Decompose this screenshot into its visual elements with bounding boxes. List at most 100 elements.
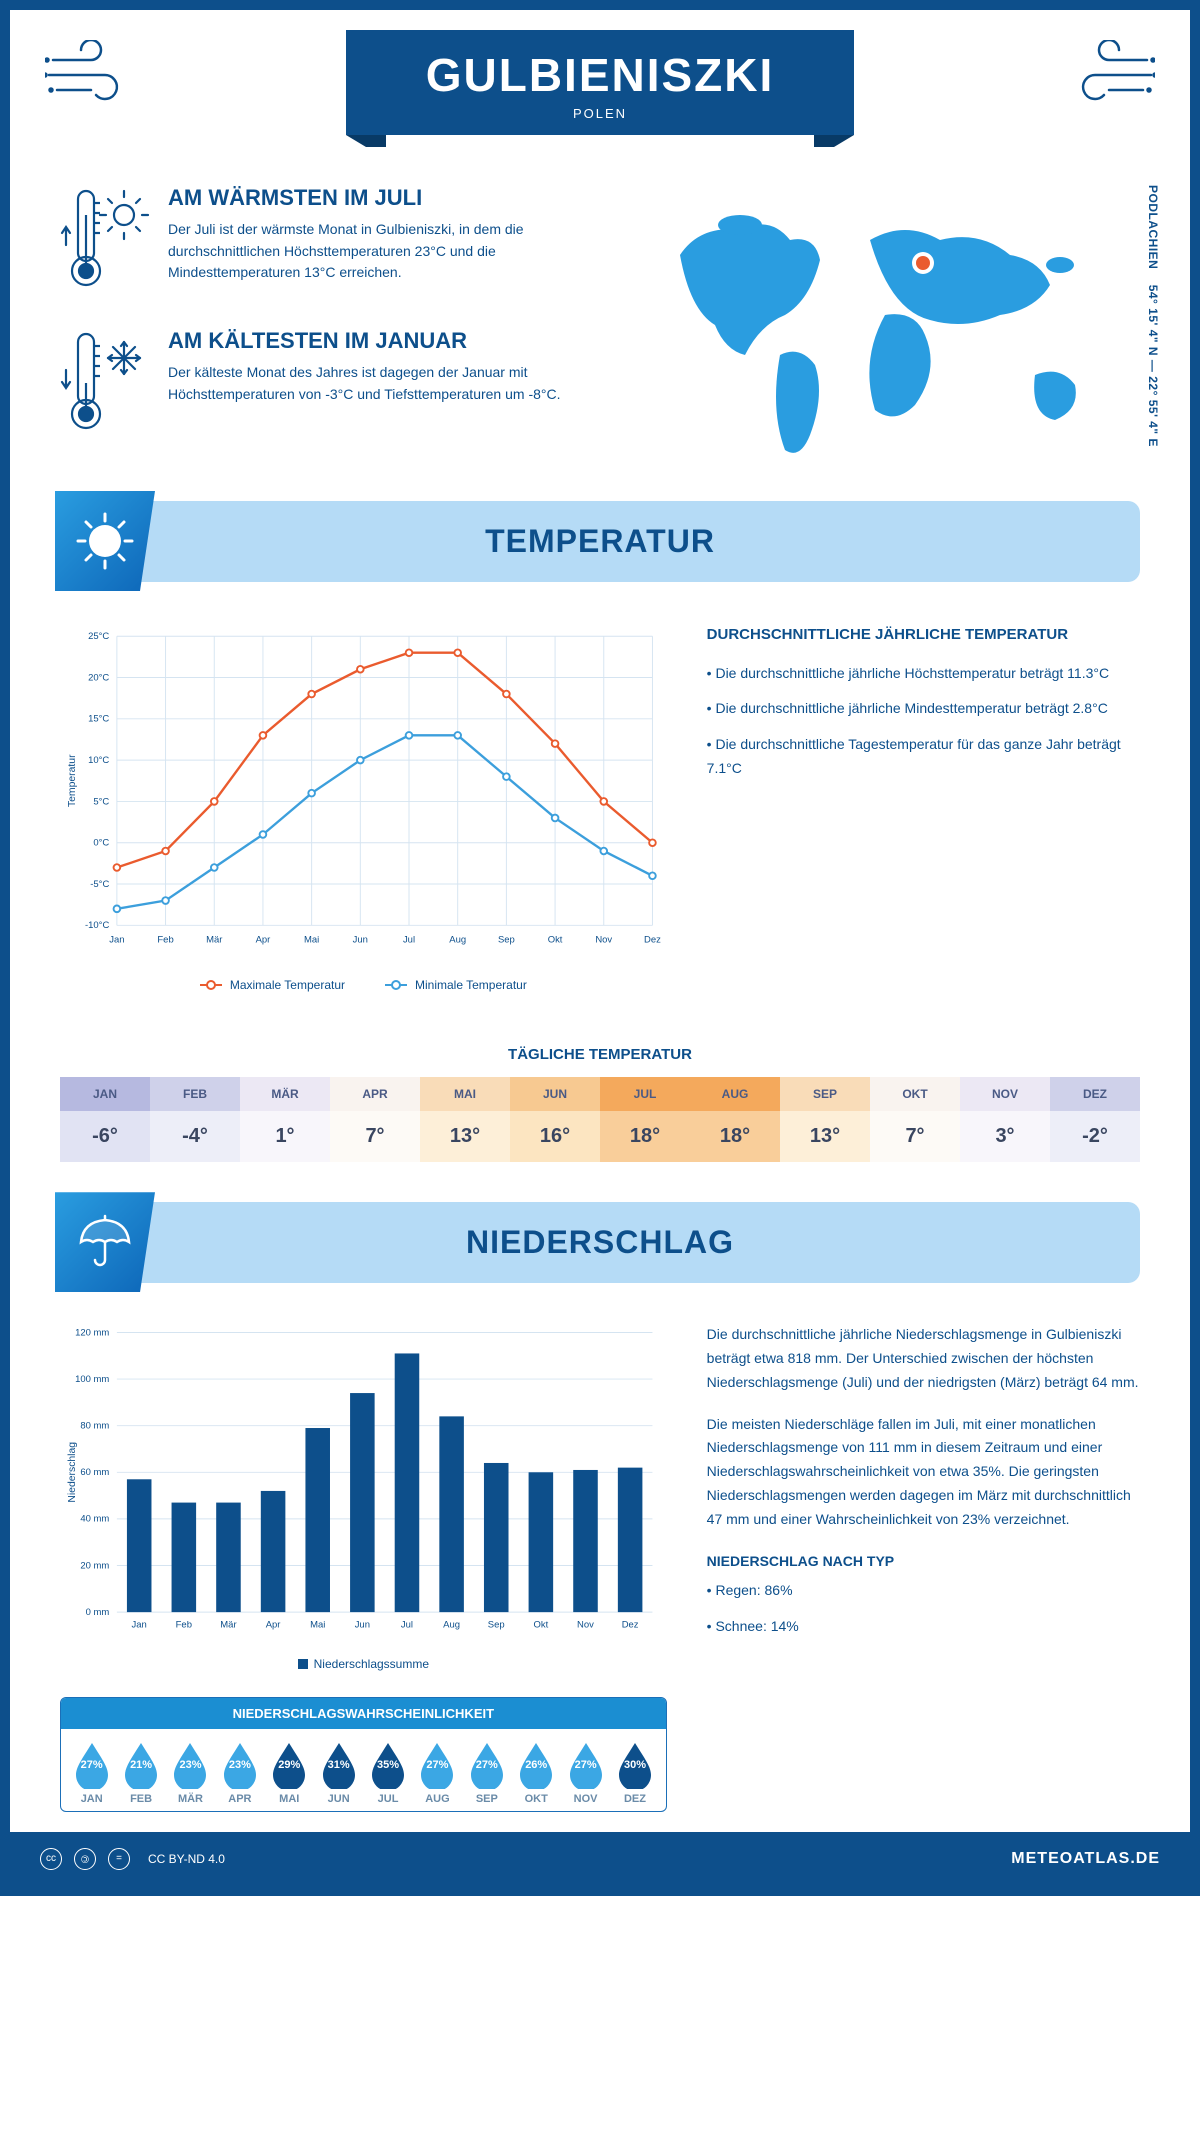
overview-section: AM WÄRMSTEN IM JULI Der Juli ist der wär… — [10, 165, 1190, 501]
precipitation-info: Die durchschnittliche jährliche Niedersc… — [707, 1323, 1140, 1811]
raindrop-icon: 23% — [170, 1741, 210, 1789]
raindrop-icon: 30% — [615, 1741, 655, 1789]
daily-temp-cell: NOV 3° — [960, 1077, 1050, 1162]
svg-text:15°C: 15°C — [88, 714, 109, 725]
raindrop-icon: 27% — [467, 1741, 507, 1789]
temp-chart-legend: Maximale Temperatur Minimale Temperatur — [60, 978, 667, 992]
coldest-title: AM KÄLTESTEN IM JANUAR — [168, 328, 610, 354]
daily-temp-cell: APR 7° — [330, 1077, 420, 1162]
precip-probability-cell: 23% MÄR — [166, 1741, 215, 1805]
daily-temp-cell: AUG 18° — [690, 1077, 780, 1162]
license-label: CC BY-ND 4.0 — [148, 1852, 225, 1866]
svg-text:Mai: Mai — [310, 1620, 325, 1631]
daily-temp-cell: FEB -4° — [150, 1077, 240, 1162]
raindrop-icon: 27% — [566, 1741, 606, 1789]
raindrop-icon: 35% — [368, 1741, 408, 1789]
umbrella-icon — [55, 1192, 155, 1292]
precip-chart-legend: Niederschlagssumme — [60, 1657, 667, 1671]
precip-probability-cell: 27% JAN — [67, 1741, 116, 1805]
svg-text:Aug: Aug — [443, 1620, 460, 1631]
thermometer-sun-icon — [60, 185, 150, 300]
warmest-title: AM WÄRMSTEN IM JULI — [168, 185, 610, 211]
daily-temp-cell: JAN -6° — [60, 1077, 150, 1162]
precip-probability-cell: 26% OKT — [512, 1741, 561, 1805]
precip-probability-cell: 31% JUN — [314, 1741, 363, 1805]
wind-decoration-icon — [1055, 40, 1155, 115]
raindrop-icon: 29% — [269, 1741, 309, 1789]
page-subtitle: POLEN — [426, 106, 775, 121]
precip-probability-cell: 23% APR — [215, 1741, 264, 1805]
temperature-info: DURCHSCHNITTLICHE JÄHRLICHE TEMPERATUR •… — [707, 622, 1140, 992]
svg-text:Apr: Apr — [266, 1620, 281, 1631]
svg-text:10°C: 10°C — [88, 755, 109, 766]
temp-info-bullet: • Die durchschnittliche jährliche Höchst… — [707, 662, 1140, 686]
precip-probability-cell: 30% DEZ — [610, 1741, 659, 1805]
warmest-text: Der Juli ist der wärmste Monat in Gulbie… — [168, 219, 610, 284]
precip-probability-cell: 35% JUL — [363, 1741, 412, 1805]
svg-text:Dez: Dez — [644, 934, 661, 945]
svg-text:Feb: Feb — [176, 1620, 192, 1631]
precip-type-item: • Regen: 86% — [707, 1579, 1140, 1603]
precipitation-bar-chart: 0 mm20 mm40 mm60 mm80 mm100 mm120 mmNied… — [60, 1323, 667, 1645]
svg-text:Mär: Mär — [220, 1620, 236, 1631]
precip-probability-title: NIEDERSCHLAGSWAHRSCHEINLICHKEIT — [61, 1698, 666, 1729]
svg-text:20°C: 20°C — [88, 672, 109, 683]
svg-text:100 mm: 100 mm — [75, 1374, 109, 1385]
svg-text:20 mm: 20 mm — [80, 1561, 109, 1572]
cc-icon: cc — [40, 1848, 62, 1870]
svg-text:0°C: 0°C — [93, 838, 109, 849]
world-map: PODLACHIEN 54° 15' 4" N — 22° 55' 4" E — [640, 185, 1140, 471]
svg-text:Feb: Feb — [157, 934, 173, 945]
coldest-fact: AM KÄLTESTEN IM JANUAR Der kälteste Mona… — [60, 328, 610, 443]
nd-icon: = — [108, 1848, 130, 1870]
svg-text:Mär: Mär — [206, 934, 222, 945]
title-banner: GULBIENISZKI POLEN — [346, 30, 855, 135]
daily-temp-cell: DEZ -2° — [1050, 1077, 1140, 1162]
precipitation-banner: NIEDERSCHLAG — [60, 1202, 1140, 1283]
raindrop-icon: 31% — [319, 1741, 359, 1789]
svg-text:Apr: Apr — [256, 934, 271, 945]
raindrop-icon: 27% — [72, 1741, 112, 1789]
wind-decoration-icon — [45, 40, 145, 115]
svg-text:25°C: 25°C — [88, 631, 109, 642]
svg-text:Jul: Jul — [403, 934, 415, 945]
svg-text:0 mm: 0 mm — [86, 1607, 110, 1618]
svg-text:Sep: Sep — [488, 1620, 505, 1631]
page-header: GULBIENISZKI POLEN — [10, 10, 1190, 165]
svg-text:Aug: Aug — [449, 934, 466, 945]
raindrop-icon: 26% — [516, 1741, 556, 1789]
coordinates-label: PODLACHIEN 54° 15' 4" N — 22° 55' 4" E — [1146, 185, 1160, 447]
page-title: GULBIENISZKI — [426, 48, 775, 102]
daily-temp-cell: OKT 7° — [870, 1077, 960, 1162]
daily-temperature-strip: JAN -6°FEB -4°MÄR 1°APR 7°MAI 13°JUN 16°… — [60, 1077, 1140, 1162]
svg-text:Mai: Mai — [304, 934, 319, 945]
precip-probability-cell: 21% FEB — [116, 1741, 165, 1805]
daily-temp-cell: MÄR 1° — [240, 1077, 330, 1162]
raindrop-icon: 23% — [220, 1741, 260, 1789]
svg-text:Okt: Okt — [548, 934, 563, 945]
raindrop-icon: 21% — [121, 1741, 161, 1789]
svg-text:Jul: Jul — [401, 1620, 413, 1631]
thermometer-snow-icon — [60, 328, 150, 443]
svg-text:Jan: Jan — [109, 934, 124, 945]
svg-text:Sep: Sep — [498, 934, 515, 945]
daily-temp-cell: SEP 13° — [780, 1077, 870, 1162]
temp-info-bullet: • Die durchschnittliche Tagestemperatur … — [707, 733, 1140, 781]
svg-text:5°C: 5°C — [93, 796, 109, 807]
svg-text:Jun: Jun — [353, 934, 368, 945]
svg-text:Niederschlag: Niederschlag — [67, 1442, 78, 1503]
temperature-line-chart: -10°C-5°C0°C5°C10°C15°C20°C25°CJanFebMär… — [60, 622, 667, 992]
warmest-fact: AM WÄRMSTEN IM JULI Der Juli ist der wär… — [60, 185, 610, 300]
svg-text:Nov: Nov — [577, 1620, 594, 1631]
coldest-text: Der kälteste Monat des Jahres ist dagege… — [168, 362, 610, 405]
svg-text:Nov: Nov — [595, 934, 612, 945]
svg-text:80 mm: 80 mm — [80, 1421, 109, 1432]
temperature-banner: TEMPERATUR — [60, 501, 1140, 582]
precipitation-heading: NIEDERSCHLAG — [60, 1224, 1140, 1261]
by-icon: 🄯 — [74, 1848, 96, 1870]
svg-text:-5°C: -5°C — [90, 879, 109, 890]
raindrop-icon: 27% — [417, 1741, 457, 1789]
svg-text:40 mm: 40 mm — [80, 1514, 109, 1525]
svg-text:Jan: Jan — [132, 1620, 147, 1631]
daily-temp-cell: JUN 16° — [510, 1077, 600, 1162]
